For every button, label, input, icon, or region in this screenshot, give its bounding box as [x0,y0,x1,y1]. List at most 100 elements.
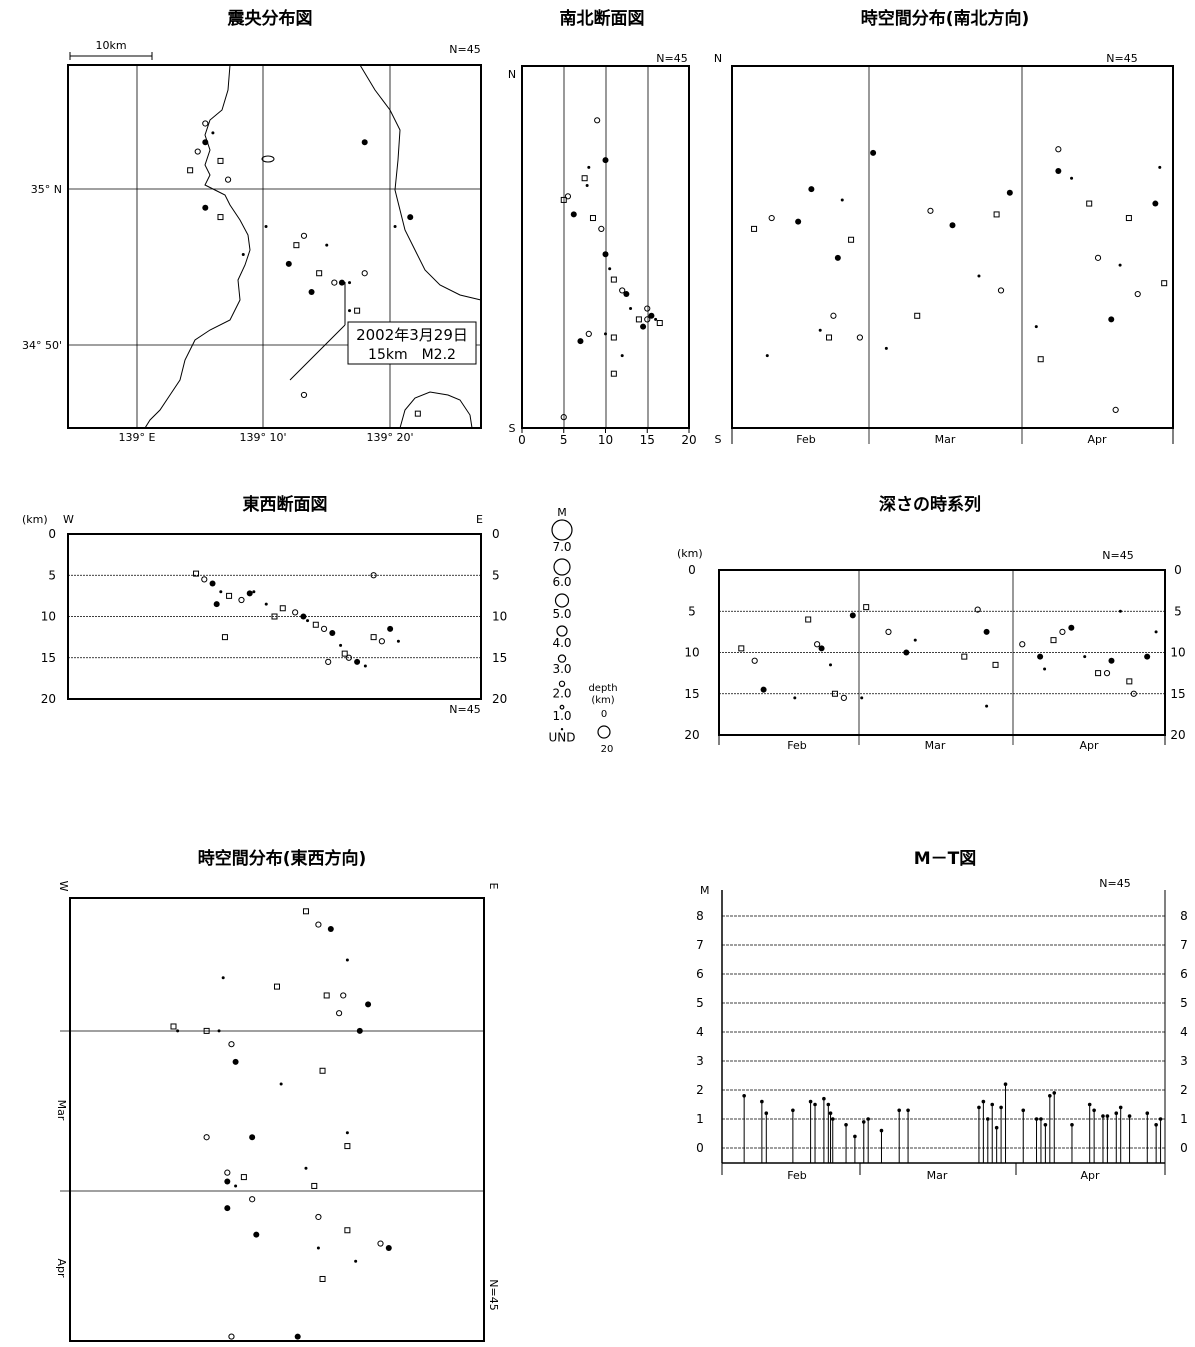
epicenter-point [217,214,224,221]
mt-y-tick-right: 2 [1180,1083,1188,1097]
ewt-point [176,1029,180,1033]
annotation-leader [289,324,346,381]
legend-depth-0: 0 [601,709,607,720]
dt-y-tick-left: 5 [688,604,696,618]
ewt-point [319,1067,326,1074]
epicenter-point [300,232,308,239]
ns-point [654,317,658,321]
annotation-detail: 15km M2.2 [368,347,456,363]
mt-bar-head [1003,1082,1008,1086]
legend-magnitude-symbol [557,654,567,663]
ewt-point [365,1001,372,1008]
ewt-count: N=45 [487,1279,500,1310]
nst-count: N=45 [1106,52,1137,65]
mt-bar-head [1034,1117,1039,1121]
map-count: N=45 [449,43,480,56]
dt-point [983,628,990,635]
mt-bar-head [1105,1114,1110,1118]
ewt-point [294,1333,301,1340]
mt-month-feb: Feb [787,1169,806,1182]
ewt-point [228,1041,235,1048]
dt-count: N=45 [1102,549,1133,562]
ns-point [635,316,642,323]
nst-point [884,346,888,350]
ew-points [193,570,400,668]
mt-bar-head [826,1102,831,1107]
ns-count: N=45 [656,52,687,65]
ew-point [193,570,200,577]
mt-y-tick-left: 5 [696,996,704,1010]
lat-label-3450: 34° 50' [22,339,62,352]
nst-point [927,207,934,214]
ewt-point [354,1259,358,1263]
mt-bar-head [1101,1114,1105,1118]
mt-y-tick-right: 0 [1180,1141,1188,1155]
nst-points [751,146,1168,413]
mt-bar-head [1092,1108,1096,1113]
nst-point [870,149,877,156]
mt-grid: 0 0 1 1 2 2 3 3 4 4 5 5 6 6 7 7 8 8 [696,909,1188,1155]
epicenter-point [285,260,292,267]
ns-point [587,165,591,169]
nst-point [1118,263,1122,267]
ewt-point [345,958,349,962]
ns-label-n: N [508,68,516,81]
mt-bar-head [990,1102,995,1107]
ns-point [560,414,567,421]
ewt-point [304,1166,308,1170]
mt-y-tick-right: 5 [1180,996,1188,1010]
dt-y-tick-left: 0 [688,563,696,577]
mt-bar-head [986,1117,990,1121]
legend-magnitude-label: 5.0 [552,607,571,621]
nst-point [1086,200,1093,207]
dt-point [760,686,767,693]
ewt-point [234,1184,238,1188]
dt-month-apr: Apr [1079,739,1099,752]
dt-point [840,694,847,701]
legend-magnitude-symbol [558,680,566,688]
ew-point [201,576,208,583]
ns-x-tick-label: 5 [560,433,568,447]
ewt-point [377,1240,384,1247]
legend-magnitude-symbol [551,519,573,541]
ew-point [345,654,352,661]
ew-y-tick-left: 20 [41,692,56,706]
ewt-point [344,1227,351,1234]
dt-y-tick-left: 10 [684,646,699,660]
mt-bar-head [977,1105,981,1110]
coastline-east [359,64,482,301]
dt-point [1103,670,1111,677]
legend-magnitude-label: 6.0 [552,575,571,589]
ew-point [320,625,328,632]
mt-y-tick-left: 0 [696,1141,704,1155]
ns-point [608,267,612,271]
ns-point [644,305,651,312]
legend-magnitude-symbol [554,593,570,608]
epicenter-point [202,139,209,146]
ew-point [246,590,253,597]
ew-point [378,638,385,645]
nst-point [818,328,822,332]
ns-x-tick-label: 10 [598,433,613,447]
mt-bar-head [760,1099,764,1104]
ewt-point [315,1213,322,1221]
mt-bar-head [742,1094,746,1098]
ns-x-tick-label: 15 [640,433,655,447]
ewt-point [340,992,347,999]
epicenter-point [241,253,245,257]
nst-point [914,312,921,319]
epicenter-point [316,270,323,277]
coastline-west [144,64,251,429]
ewt-point [323,992,330,999]
ew-y-tick-left: 0 [48,527,56,541]
epicenter-point [407,214,414,221]
mt-bar-head [1048,1094,1052,1098]
legend-magnitude-label: 7.0 [552,540,571,554]
mt-panel: M N=45 Feb Mar Apr 0 0 1 1 2 2 3 3 4 4 5 5 6 6 7 7 8 8 [696,877,1188,1182]
ew-y-tick-right: 10 [492,610,507,624]
nst-point [1134,290,1141,298]
ew-point [396,639,400,643]
ewt-point [203,1027,210,1034]
dt-point [1059,628,1066,635]
